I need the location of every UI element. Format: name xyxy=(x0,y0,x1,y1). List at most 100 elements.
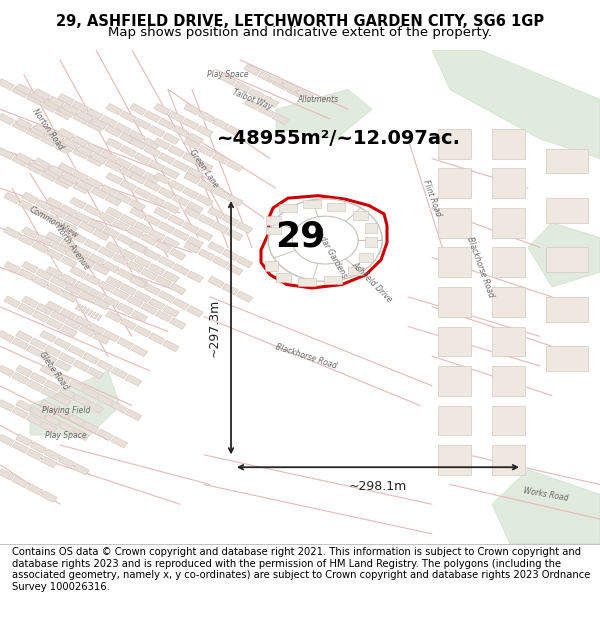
Polygon shape xyxy=(131,276,148,288)
Polygon shape xyxy=(40,136,57,147)
Polygon shape xyxy=(130,173,146,184)
Polygon shape xyxy=(182,152,199,164)
Polygon shape xyxy=(141,234,158,246)
Polygon shape xyxy=(282,81,299,92)
Polygon shape xyxy=(91,187,107,199)
Polygon shape xyxy=(98,281,115,292)
Polygon shape xyxy=(111,368,128,379)
Polygon shape xyxy=(127,227,143,238)
Bar xyxy=(438,326,471,356)
Polygon shape xyxy=(196,126,213,137)
Polygon shape xyxy=(64,249,81,261)
Polygon shape xyxy=(187,236,203,248)
Polygon shape xyxy=(130,138,146,149)
Polygon shape xyxy=(61,326,77,337)
Polygon shape xyxy=(236,256,253,268)
Polygon shape xyxy=(22,296,38,308)
Polygon shape xyxy=(55,108,71,119)
Polygon shape xyxy=(155,241,172,252)
Bar xyxy=(546,149,588,173)
Polygon shape xyxy=(88,254,105,266)
Polygon shape xyxy=(48,165,65,177)
Polygon shape xyxy=(187,168,203,179)
Polygon shape xyxy=(44,449,61,461)
Polygon shape xyxy=(134,222,151,233)
Polygon shape xyxy=(144,249,161,261)
Polygon shape xyxy=(148,229,165,241)
Polygon shape xyxy=(76,304,80,309)
Polygon shape xyxy=(93,298,110,309)
Polygon shape xyxy=(97,360,113,371)
Text: ~298.1m: ~298.1m xyxy=(349,479,407,492)
Polygon shape xyxy=(103,296,119,308)
Bar xyxy=(438,208,471,238)
Polygon shape xyxy=(61,222,77,233)
Text: Play Space: Play Space xyxy=(207,70,249,79)
Polygon shape xyxy=(46,198,62,209)
Polygon shape xyxy=(30,160,47,172)
Polygon shape xyxy=(76,111,93,123)
Polygon shape xyxy=(163,271,179,282)
Polygon shape xyxy=(40,101,57,112)
Polygon shape xyxy=(46,214,63,226)
Polygon shape xyxy=(120,146,137,157)
Polygon shape xyxy=(58,94,74,105)
Polygon shape xyxy=(86,108,103,120)
Bar xyxy=(438,287,471,317)
Polygon shape xyxy=(0,400,14,411)
Polygon shape xyxy=(40,456,57,468)
Polygon shape xyxy=(148,264,165,275)
Polygon shape xyxy=(16,400,32,411)
Polygon shape xyxy=(222,249,239,261)
Polygon shape xyxy=(212,222,229,233)
Bar xyxy=(492,366,525,396)
Polygon shape xyxy=(64,284,81,295)
Bar xyxy=(492,406,525,435)
Polygon shape xyxy=(226,264,243,275)
Polygon shape xyxy=(44,98,61,110)
Bar xyxy=(303,201,321,208)
Polygon shape xyxy=(196,160,213,172)
Polygon shape xyxy=(182,222,199,233)
Polygon shape xyxy=(60,239,77,251)
Polygon shape xyxy=(112,254,129,266)
Polygon shape xyxy=(18,234,35,246)
Polygon shape xyxy=(120,180,137,191)
Polygon shape xyxy=(58,162,74,174)
Text: Talbot Way: Talbot Way xyxy=(231,88,273,111)
Polygon shape xyxy=(60,308,77,320)
Polygon shape xyxy=(68,380,85,391)
Polygon shape xyxy=(93,229,110,241)
Polygon shape xyxy=(130,242,146,253)
Polygon shape xyxy=(117,338,134,349)
Polygon shape xyxy=(112,288,129,300)
Polygon shape xyxy=(220,74,236,86)
Polygon shape xyxy=(98,212,115,224)
Polygon shape xyxy=(103,261,119,272)
Polygon shape xyxy=(130,207,146,219)
Polygon shape xyxy=(119,132,136,144)
Polygon shape xyxy=(184,242,200,253)
Polygon shape xyxy=(0,113,14,125)
Polygon shape xyxy=(34,89,50,100)
Polygon shape xyxy=(73,148,89,159)
Polygon shape xyxy=(55,142,71,154)
Polygon shape xyxy=(144,111,161,123)
Polygon shape xyxy=(84,274,101,285)
Polygon shape xyxy=(26,162,43,174)
Polygon shape xyxy=(0,79,14,91)
Polygon shape xyxy=(46,232,62,243)
Polygon shape xyxy=(64,318,81,329)
Polygon shape xyxy=(79,256,95,268)
Polygon shape xyxy=(168,146,185,157)
Polygon shape xyxy=(172,160,189,172)
Text: ~297.3m: ~297.3m xyxy=(207,299,220,357)
Text: Ashfield Drive: Ashfield Drive xyxy=(350,260,394,304)
Polygon shape xyxy=(187,132,203,144)
Polygon shape xyxy=(58,422,75,433)
Polygon shape xyxy=(82,422,99,433)
Polygon shape xyxy=(61,256,77,268)
Polygon shape xyxy=(226,194,243,206)
Polygon shape xyxy=(198,111,215,123)
Text: Contains OS data © Crown copyright and database right 2021. This information is : Contains OS data © Crown copyright and d… xyxy=(12,547,590,592)
